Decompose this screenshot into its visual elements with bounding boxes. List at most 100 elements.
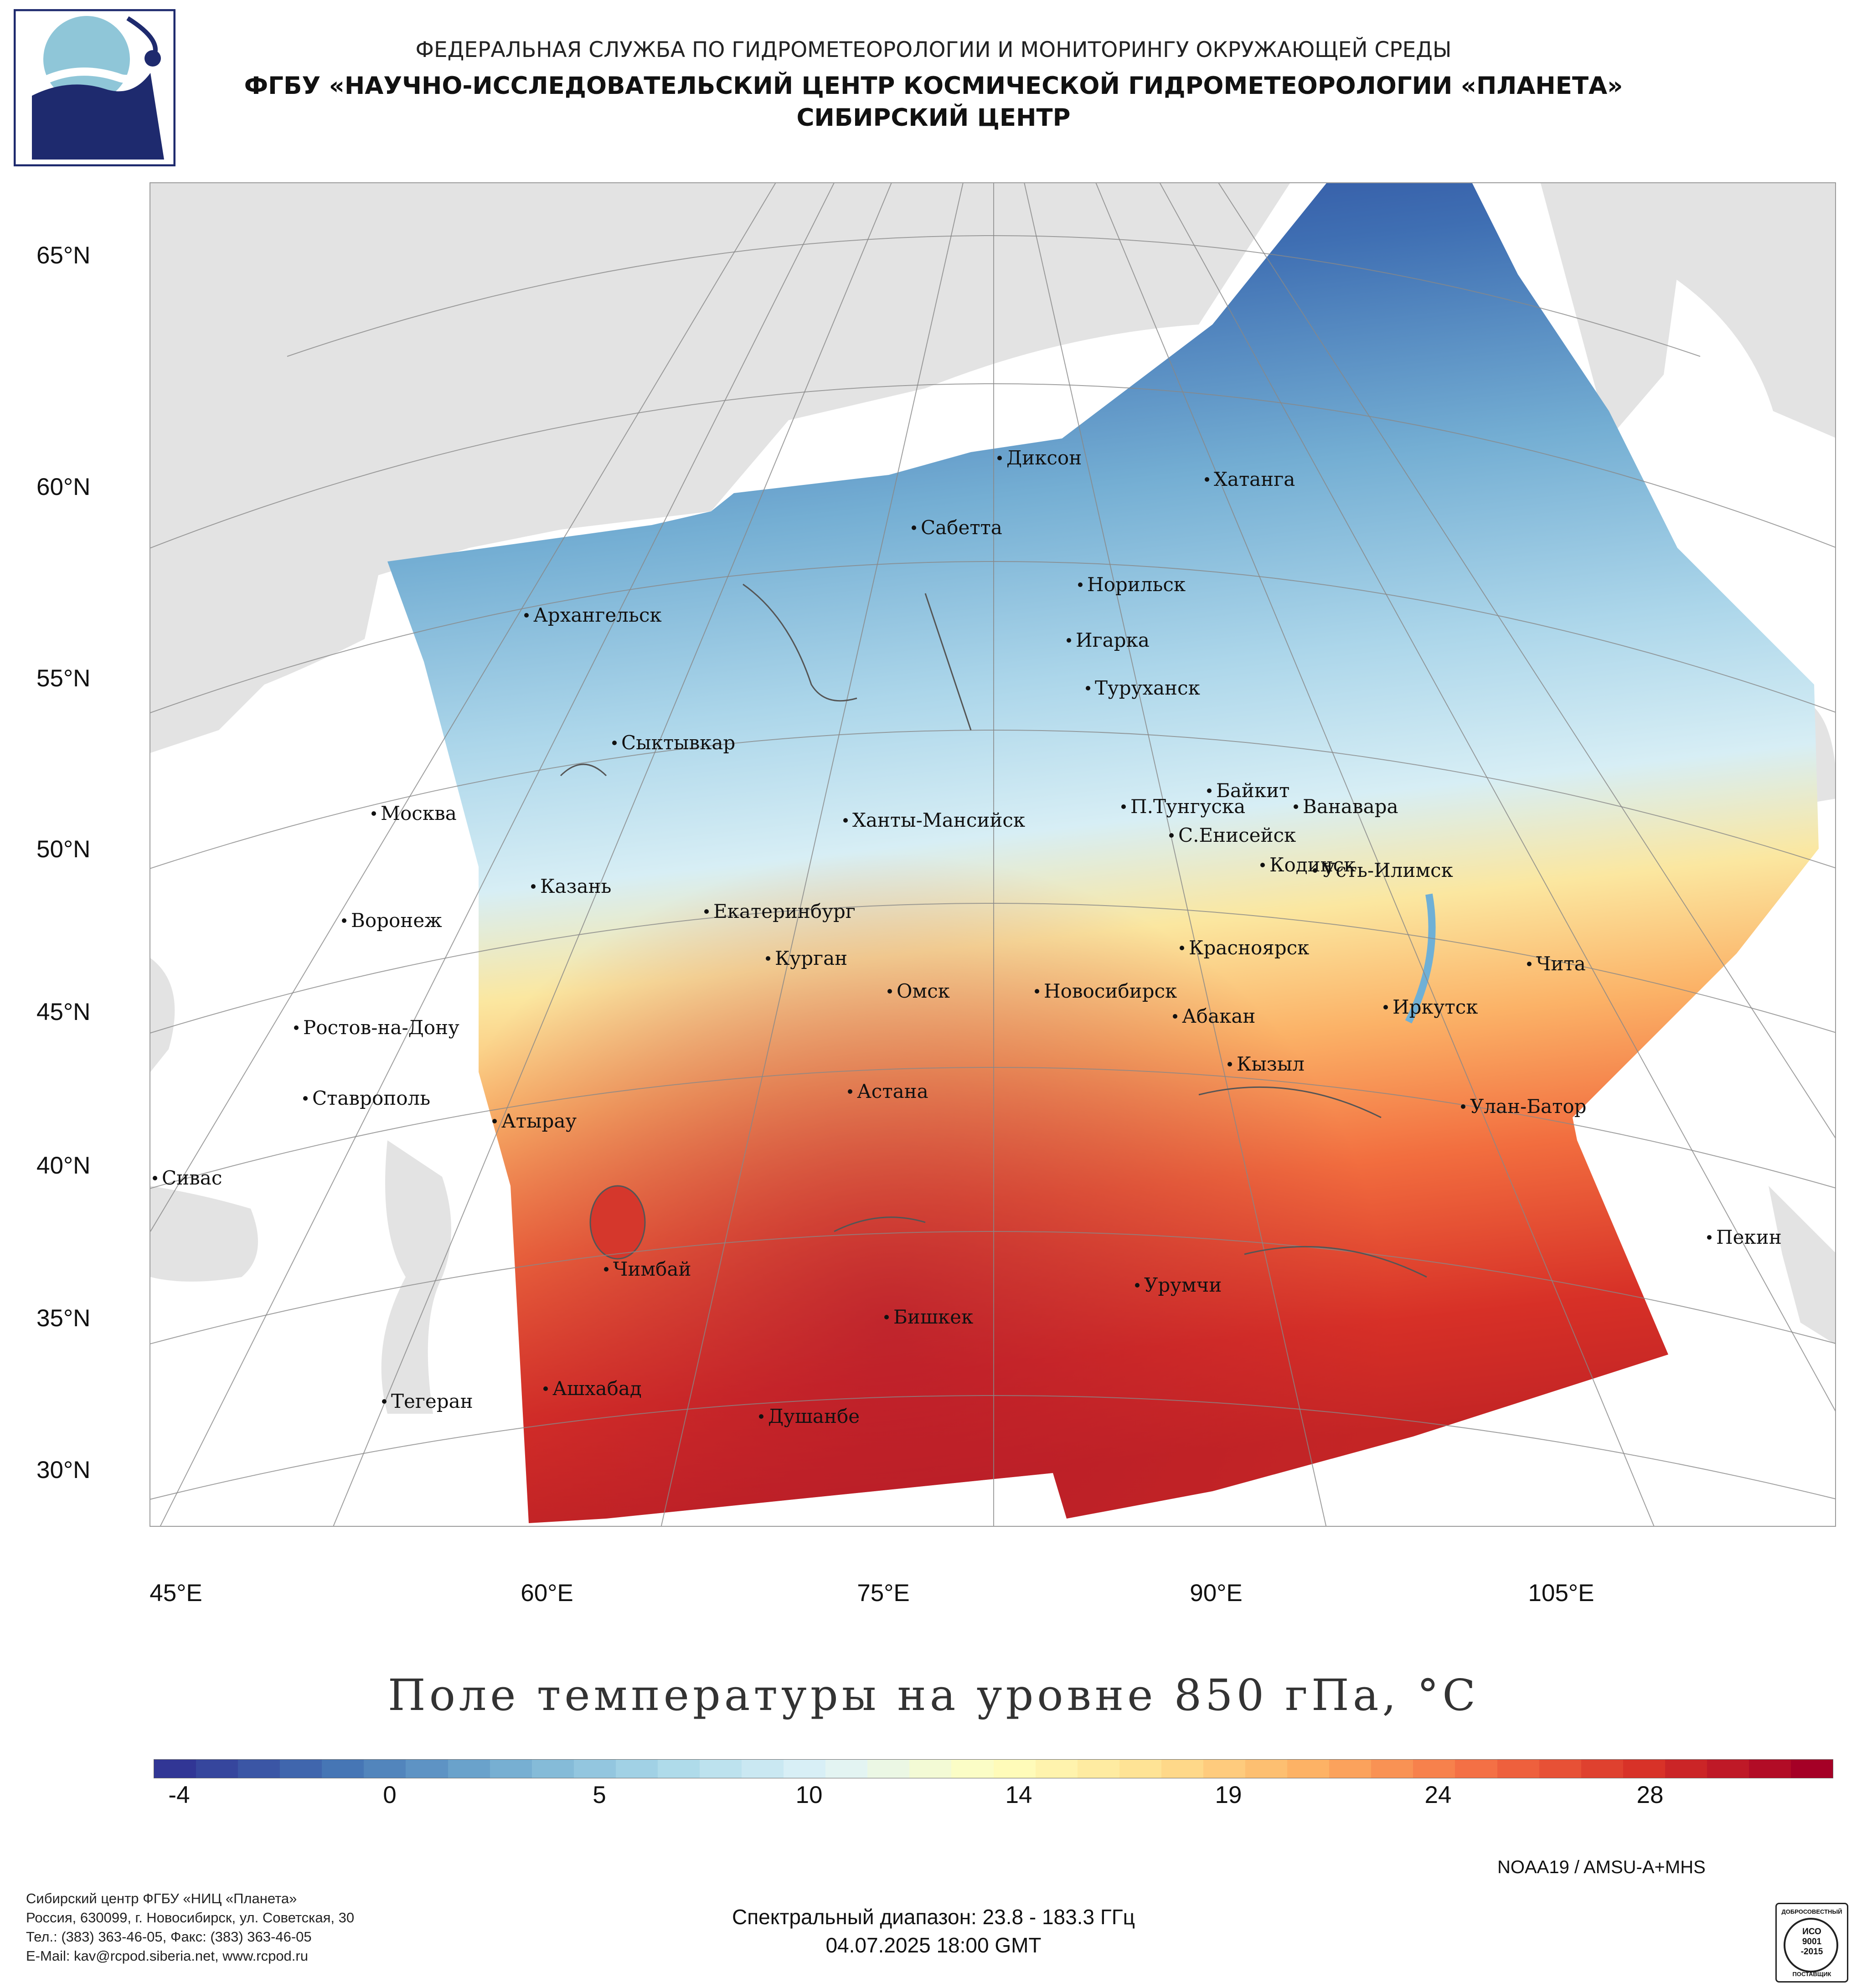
spectral-range: Спектральный диапазон: 23.8 - 183.3 ГГц	[732, 1905, 1135, 1929]
colorbar-segment	[448, 1760, 490, 1778]
temperature-colorbar	[154, 1759, 1833, 1778]
city-label: Атырау	[492, 1110, 577, 1132]
colorbar-segment	[1203, 1760, 1246, 1778]
colorbar-segment	[1329, 1760, 1372, 1778]
colorbar-segment	[238, 1760, 280, 1778]
colorbar-tick: 19	[1215, 1782, 1242, 1808]
colorbar-segment	[196, 1760, 238, 1778]
colorbar-segment	[280, 1760, 322, 1778]
colorbar-tick: 24	[1424, 1782, 1452, 1808]
colorbar-segment	[1665, 1760, 1707, 1778]
colorbar-segment	[1371, 1760, 1413, 1778]
city-label: Байкит	[1207, 779, 1289, 802]
header-center: СИБИРСКИЙ ЦЕНТР	[796, 104, 1071, 132]
colorbar-segment	[1539, 1760, 1581, 1778]
city-label: Пекин	[1707, 1226, 1782, 1248]
colorbar-segment	[909, 1760, 952, 1778]
city-label: Диксон	[997, 447, 1082, 469]
org-line: E-Mail: kav@rcpod.siberia.net, www.rcpod…	[26, 1948, 308, 1964]
colorbar-segment	[951, 1760, 994, 1778]
satellite-info: NOAA19 / AMSU-A+MHS	[1497, 1857, 1706, 1877]
city-label: Астана	[848, 1080, 928, 1102]
colorbar-tick: -4	[168, 1782, 190, 1808]
colorbar-segment	[406, 1760, 448, 1778]
city-label: Сабетта	[912, 516, 1002, 539]
product-info: Спектральный диапазон: 23.8 - 183.3 ГГц …	[0, 1903, 1867, 1959]
lat-label-60: 60°N	[36, 474, 91, 500]
colorbar-segment	[784, 1760, 826, 1778]
colorbar-segment	[1119, 1760, 1161, 1778]
iso-ring-icon	[1784, 1918, 1838, 1973]
colorbar-segment	[1245, 1760, 1288, 1778]
colorbar-segment	[657, 1760, 700, 1778]
lat-label-40: 40°N	[36, 1152, 91, 1179]
colorbar-segment	[742, 1760, 784, 1778]
city-label: Архангельск	[524, 604, 662, 626]
city-label: Норильск	[1078, 573, 1186, 596]
lat-label-45: 45°N	[36, 999, 91, 1025]
city-label: Улан-Батор	[1461, 1095, 1587, 1118]
colorbar-segment	[1581, 1760, 1623, 1778]
organization-contacts: Сибирский центр ФГБУ «НИЦ «Планета» Росс…	[26, 1889, 354, 1966]
lat-label-55: 55°N	[36, 665, 91, 692]
city-label: С.Енисейск	[1169, 824, 1296, 846]
city-label: Кодинск	[1260, 854, 1356, 876]
colorbar-tick: 14	[1005, 1782, 1032, 1808]
planeta-logo	[14, 9, 175, 166]
colorbar-segment	[1035, 1760, 1078, 1778]
city-label: Сивас	[153, 1167, 222, 1189]
city-label: Хатанга	[1205, 468, 1295, 490]
colorbar-segment	[531, 1760, 574, 1778]
colorbar-segment	[825, 1760, 868, 1778]
city-label: Москва	[371, 802, 457, 824]
city-label: Тегеран	[382, 1390, 473, 1412]
city-label: Курган	[766, 947, 847, 969]
colorbar-segment	[1748, 1760, 1791, 1778]
lon-label-45: 45°E	[150, 1580, 202, 1607]
colorbar-tick: 0	[383, 1782, 397, 1808]
colorbar-tick: 5	[593, 1782, 606, 1808]
temperature-map	[150, 182, 1836, 1527]
city-label: Ханты-Мансийск	[843, 809, 1025, 831]
lat-label-35: 35°N	[36, 1305, 91, 1332]
lon-label-75: 75°E	[857, 1580, 910, 1607]
legend-title: Поле температуры на уровне 850 гПа, °C	[387, 1670, 1480, 1720]
lon-label-60: 60°E	[521, 1580, 573, 1607]
city-label: Бишкек	[884, 1306, 973, 1328]
header-agency: ФЕДЕРАЛЬНАЯ СЛУЖБА ПО ГИДРОМЕТЕОРОЛОГИИ …	[415, 37, 1452, 62]
org-line: Россия, 630099, г. Новосибирск, ул. Сове…	[26, 1910, 355, 1926]
city-label: Душанбе	[759, 1405, 860, 1427]
city-label: Кызыл	[1227, 1053, 1305, 1075]
colorbar-segment	[154, 1760, 196, 1778]
city-label: П.Тунгуска	[1121, 795, 1245, 818]
colorbar-segment	[1707, 1760, 1749, 1778]
header-institute: ФГБУ «НАУЧНО-ИССЛЕДОВАТЕЛЬСКИЙ ЦЕНТР КОС…	[244, 72, 1623, 100]
lat-label-30: 30°N	[36, 1457, 91, 1483]
colorbar-segment	[993, 1760, 1036, 1778]
city-label: Красноярск	[1180, 937, 1309, 959]
city-label: Воронеж	[342, 909, 442, 932]
city-label: Новосибирск	[1035, 980, 1177, 1002]
org-line: Сибирский центр ФГБУ «НИЦ «Планета»	[26, 1890, 297, 1906]
lat-label-65: 65°N	[36, 242, 91, 269]
city-label: Урумчи	[1135, 1274, 1222, 1296]
colorbar-segment	[700, 1760, 742, 1778]
city-label: Иркутск	[1383, 996, 1478, 1018]
iso-certification-badge: ДОБРОСОВЕСТНЫЙ ИСО 9001 -2015 ПОСТАВЩИК	[1775, 1903, 1848, 1983]
org-line: Тел.: (383) 363-46-05, Факс: (383) 363-4…	[26, 1929, 312, 1945]
colorbar-segment	[1161, 1760, 1203, 1778]
city-label: Туруханск	[1086, 677, 1200, 699]
colorbar-segment	[322, 1760, 364, 1778]
colorbar-segment	[1413, 1760, 1455, 1778]
city-label: Ставрополь	[303, 1087, 430, 1109]
lat-label-50: 50°N	[36, 836, 91, 863]
colorbar-segment	[1077, 1760, 1119, 1778]
lon-label-105: 105°E	[1528, 1580, 1594, 1607]
city-label: Омск	[887, 980, 950, 1002]
colorbar-segment	[1455, 1760, 1497, 1778]
city-label: Чита	[1527, 953, 1586, 975]
city-label: Казань	[531, 875, 611, 897]
city-label: Усть-Илимск	[1313, 859, 1453, 881]
colorbar-segment	[1623, 1760, 1665, 1778]
colorbar-segment	[1791, 1760, 1833, 1778]
